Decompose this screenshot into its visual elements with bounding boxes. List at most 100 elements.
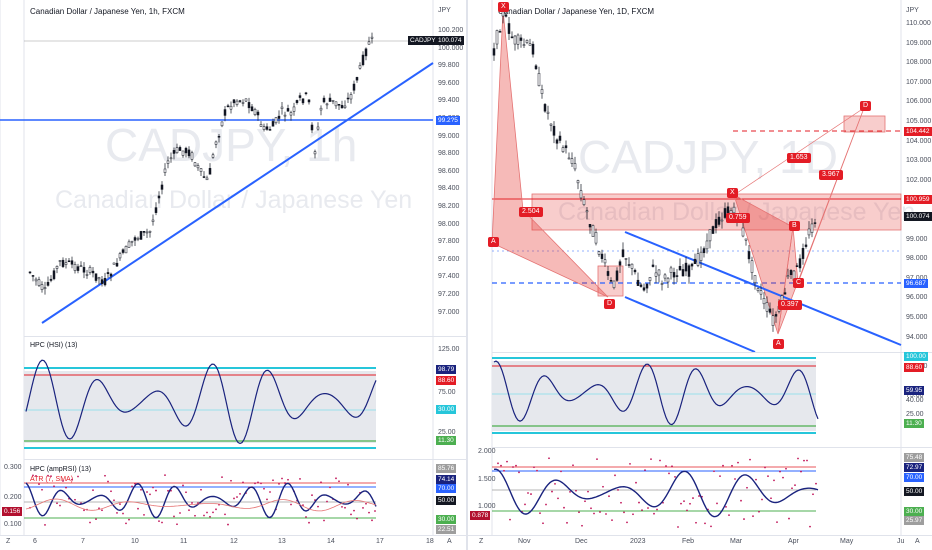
left-amprsi-dots-dot (206, 511, 208, 514)
left-price-plot[interactable] (0, 0, 466, 550)
left-time-tick: 13 (278, 538, 286, 545)
right-amprsi-dots-dot (761, 498, 763, 501)
right-amprsi-dots-dot (527, 492, 529, 494)
candle-body (223, 109, 227, 116)
right-amprsi-dots-dot (647, 507, 649, 509)
left-amprsi-dots-dot (221, 476, 223, 479)
candle-body (193, 162, 197, 167)
right-amprsi-dots-dot (512, 466, 514, 468)
right-corner-a[interactable]: A (915, 538, 920, 545)
candle-body (666, 277, 670, 283)
left-amprsi-dots-dot (341, 505, 343, 508)
candle-body (552, 125, 556, 136)
left-amprsi-dots-dot (152, 486, 154, 489)
left-corner-z[interactable]: Z (6, 538, 11, 545)
right-amprsi-dots-dot (596, 458, 598, 461)
left-pane-separator-2[interactable] (24, 459, 466, 460)
right-amprsi-dots-dot (620, 501, 622, 504)
candle-body (615, 270, 619, 281)
candle-body (46, 281, 50, 286)
left-hsi-plot[interactable] (0, 337, 466, 457)
candle-body (576, 180, 580, 184)
left-amprsi-dots-dot (311, 494, 313, 497)
left-candles (28, 32, 374, 295)
left-amprsi-plot[interactable] (0, 460, 466, 535)
right-amprsi-dots-dot (740, 499, 742, 502)
right-amprsi-dots-dot (563, 506, 565, 509)
left-amprsi-dots-dot (284, 482, 286, 484)
left-amprsi-dots-dot (38, 483, 40, 486)
right-corner-z[interactable]: Z (479, 538, 484, 545)
candle-body (621, 249, 625, 257)
right-amprsi-dots-dot (599, 511, 601, 513)
right-price-tick: 95.000 (906, 314, 928, 321)
right-hsi-tick: 25.00 (906, 411, 924, 418)
right-pane-separator-1[interactable] (492, 352, 932, 353)
candle-body (606, 271, 610, 276)
pattern-x-label-top: X (498, 2, 509, 12)
right-amprsi-dots-dot (746, 486, 748, 489)
right-amprsi-dots-dot (752, 515, 754, 518)
candle-body (73, 263, 77, 271)
pattern-a-label-right: A (773, 339, 784, 349)
left-amprsi-dots-dot (41, 488, 43, 491)
right-amprsi-dots-dot (560, 470, 562, 473)
left-amprsi-dots-dot (95, 518, 97, 521)
candle-body (699, 251, 703, 261)
right-price-tick: 104.000 (906, 137, 932, 145)
right-amprsi-dots-dot (581, 524, 583, 527)
left-price-tick: 99.600 (438, 79, 460, 87)
right-pane-separator-2[interactable] (492, 447, 932, 448)
right-chart-pane[interactable]: Canadian Dollar / Japanese Yen, 1D, FXCM… (468, 0, 932, 550)
left-amprsi-dots-dot (104, 474, 106, 477)
candle-body (145, 231, 149, 234)
right-amprsi-dots-dot (656, 508, 658, 511)
left-chart-pane[interactable]: Canadian Dollar / Japanese Yen, 1h, FXCM… (0, 0, 466, 550)
right-amprsi-dots-dot (536, 469, 538, 472)
candle-body (325, 103, 329, 106)
right-amprsi-dots-dot (782, 476, 784, 479)
right-amprsi-dots-dot (698, 495, 700, 497)
candle-body (262, 126, 266, 130)
right-time-tick: Mar (730, 538, 743, 545)
right-amprsi-dots-dot (623, 511, 625, 514)
candle-body (591, 225, 595, 237)
candle-body (121, 249, 125, 253)
left-amprsi-dots-dot (125, 522, 127, 525)
left-pane-separator-1[interactable] (24, 336, 466, 337)
candle-body (310, 124, 314, 131)
pane-divider[interactable] (466, 0, 468, 550)
left-last-price-tag: 100.074 (436, 36, 464, 45)
right-amprsi-plot[interactable] (468, 448, 932, 536)
left-corner-a[interactable]: A (447, 538, 452, 545)
left-atr-value-tag: 0.156 (2, 507, 23, 516)
candle-body (61, 259, 65, 267)
candle-body (220, 121, 224, 127)
candle-body (597, 251, 601, 255)
right-amprsi-dots-dot (551, 490, 553, 493)
candle-body (151, 219, 155, 222)
right-amprsi-dots-dot (803, 459, 805, 462)
right-hsi-plot[interactable] (468, 353, 932, 448)
candle-body (238, 100, 242, 102)
right-amprsi-dots-dot (674, 475, 676, 478)
right-amprsi-dots-dot (629, 462, 631, 465)
right-amprsi-dots-dot (809, 525, 811, 528)
left-hsi-line (25, 359, 377, 445)
left-amprsi-dots-dot (149, 493, 151, 496)
left-amprsi-dots-dot (32, 474, 34, 477)
candle-body (633, 269, 637, 273)
right-amprsi-dots-dot (509, 518, 511, 521)
candle-body (657, 269, 661, 276)
left-amprsi-dots-dot (83, 509, 85, 512)
left-price-tick: 97.800 (438, 238, 460, 246)
candle-body (717, 216, 721, 225)
candle-body (346, 97, 350, 100)
left-amprsi-dots-dot (77, 475, 79, 478)
candle-body (70, 260, 74, 265)
candle-body (507, 23, 511, 34)
left-amprsi-dots-dot (182, 484, 184, 487)
left-amprsi-dots-dot (299, 478, 301, 480)
left-amprsi-dots-dot (119, 503, 121, 506)
right-price-plot[interactable] (468, 0, 932, 550)
